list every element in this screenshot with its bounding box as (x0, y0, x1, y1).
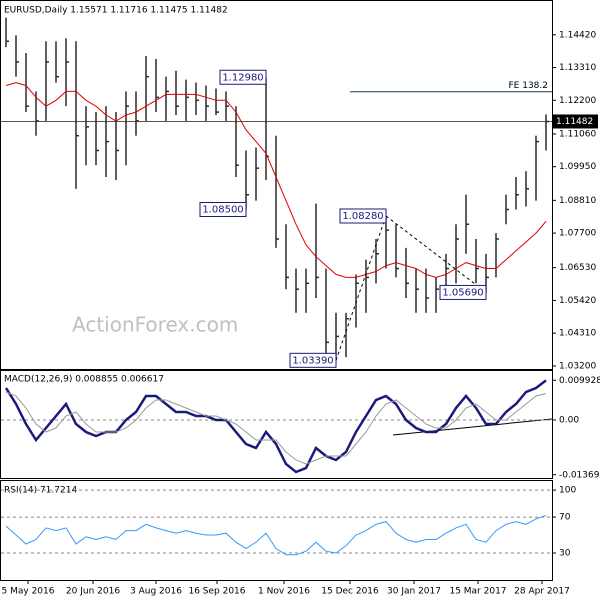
wave-line (385, 215, 487, 293)
y-tick-label: 1.03200 (559, 361, 596, 371)
y-tick-label: 1.05420 (559, 296, 596, 306)
macd-trendline (392, 418, 553, 436)
line (5, 82, 547, 278)
annotation-box (439, 284, 487, 300)
last-price-box (552, 114, 598, 129)
annotation-label: 1.03390 (292, 355, 333, 366)
annotation-box (219, 69, 267, 85)
y-tick-label: 1.13310 (559, 63, 596, 73)
x-tick-label: 5 May 2016 (2, 587, 55, 597)
annotation-label: 1.08280 (342, 211, 383, 222)
annotation-box (339, 208, 387, 224)
line (4, 379, 547, 474)
x-tick-label: 28 Apr 2017 (514, 587, 570, 597)
line (5, 515, 547, 556)
y-tick-label: 1.14420 (559, 30, 596, 40)
y-tick-label: 1.11060 (559, 129, 596, 139)
wave-line (335, 215, 387, 361)
y-tick-label: 0.009928 (559, 376, 600, 386)
macd-title: MACD(12,26,9) 0.008855 0.006617 (4, 375, 164, 385)
last-price-label: 1.11482 (556, 117, 593, 127)
y-tick-label: 0.00 (559, 416, 579, 426)
y-tick-label: 30 (559, 549, 571, 559)
y-tick-label: 70 (559, 513, 571, 523)
x-tick-label: 15 Mar 2017 (449, 587, 506, 597)
macd-frame (0, 370, 553, 479)
annotation-label: 1.12980 (222, 72, 263, 83)
annotation-label: 1.05690 (442, 287, 483, 298)
x-tick-label: 15 Dec 2016 (321, 587, 379, 597)
price-title: EURUSD,Daily 1.15571 1.11716 1.11475 1.1… (4, 6, 228, 16)
x-tick-label: 3 Aug 2016 (130, 587, 182, 597)
y-tick-label: 1.09950 (559, 162, 596, 172)
annotation-label: 1.08500 (202, 204, 243, 215)
annotation-box (289, 352, 337, 368)
y-tick-label: 1.12200 (559, 96, 596, 106)
y-tick-label: 1.06530 (559, 263, 596, 273)
x-tick-label: 30 Jan 2017 (387, 587, 441, 597)
price-frame (0, 0, 553, 370)
x-tick-label: 16 Sep 2016 (188, 587, 245, 597)
x-tick-label: 20 Jun 2016 (66, 587, 120, 597)
y-tick-label: 1.07700 (559, 229, 596, 239)
watermark: ActionForex.com (72, 313, 238, 337)
fe-label: FE 138.2 (509, 81, 549, 91)
y-tick-label: -0.01369 (559, 470, 600, 480)
rsi-title: RSI(14) 71.7214 (4, 486, 77, 496)
x-tick-label: 1 Nov 2016 (258, 587, 310, 597)
annotation-box (199, 201, 247, 217)
rsi-frame (0, 480, 553, 581)
y-tick-label: 1.04310 (559, 329, 596, 339)
y-tick-label: 100 (559, 486, 576, 496)
line (5, 391, 547, 465)
y-tick-label: 1.08810 (559, 196, 596, 206)
